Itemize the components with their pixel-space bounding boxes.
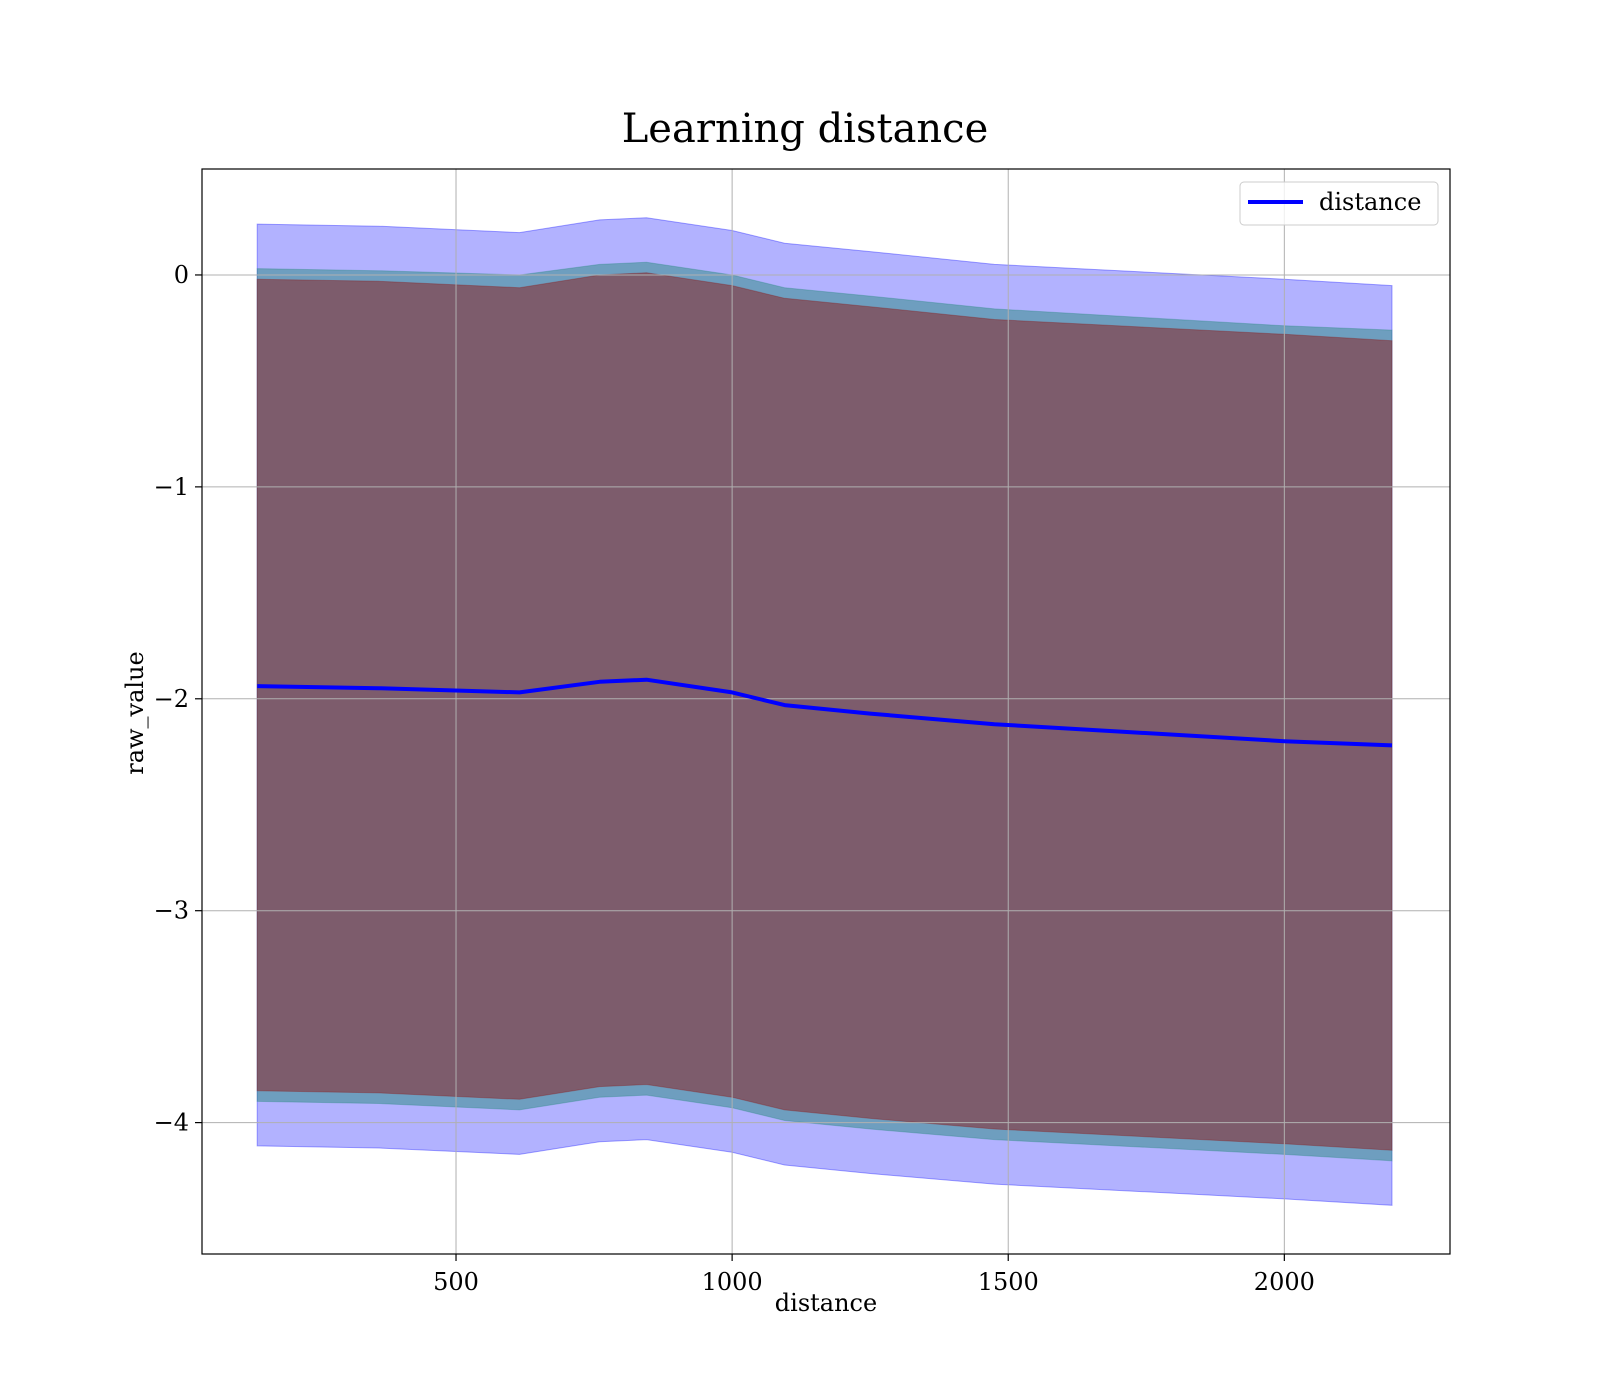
- y-tick-label: −4: [154, 1109, 189, 1137]
- line-layer: [257, 677, 1393, 748]
- bands-layer: [256, 217, 1393, 1206]
- chart-title: Learning distance: [622, 106, 989, 152]
- series-line-distance: [257, 677, 1393, 748]
- grid-layer: [202, 169, 1450, 1254]
- legend-box: [1239, 181, 1439, 226]
- x-tick-label: 1500: [978, 1268, 1039, 1296]
- y-tick-label: −2: [154, 685, 189, 713]
- legend: distance: [1239, 181, 1439, 226]
- plot-frame: [201, 168, 1451, 1255]
- x-tick-label: 1000: [702, 1268, 763, 1296]
- y-axis-label: raw_value: [121, 651, 149, 775]
- x-axis-label: distance: [775, 1289, 877, 1317]
- ticks-layer: 500 1000 1500 2000 0 −1 −2 −3 −4: [154, 261, 1315, 1296]
- y-tick-label: 0: [174, 261, 189, 289]
- band-inner: [256, 272, 1393, 1151]
- legend-label-distance: distance: [1319, 188, 1421, 216]
- x-tick-label: 500: [433, 1268, 479, 1296]
- y-tick-label: −1: [154, 473, 189, 501]
- y-tick-label: −3: [154, 897, 189, 925]
- x-tick-label: 2000: [1254, 1268, 1315, 1296]
